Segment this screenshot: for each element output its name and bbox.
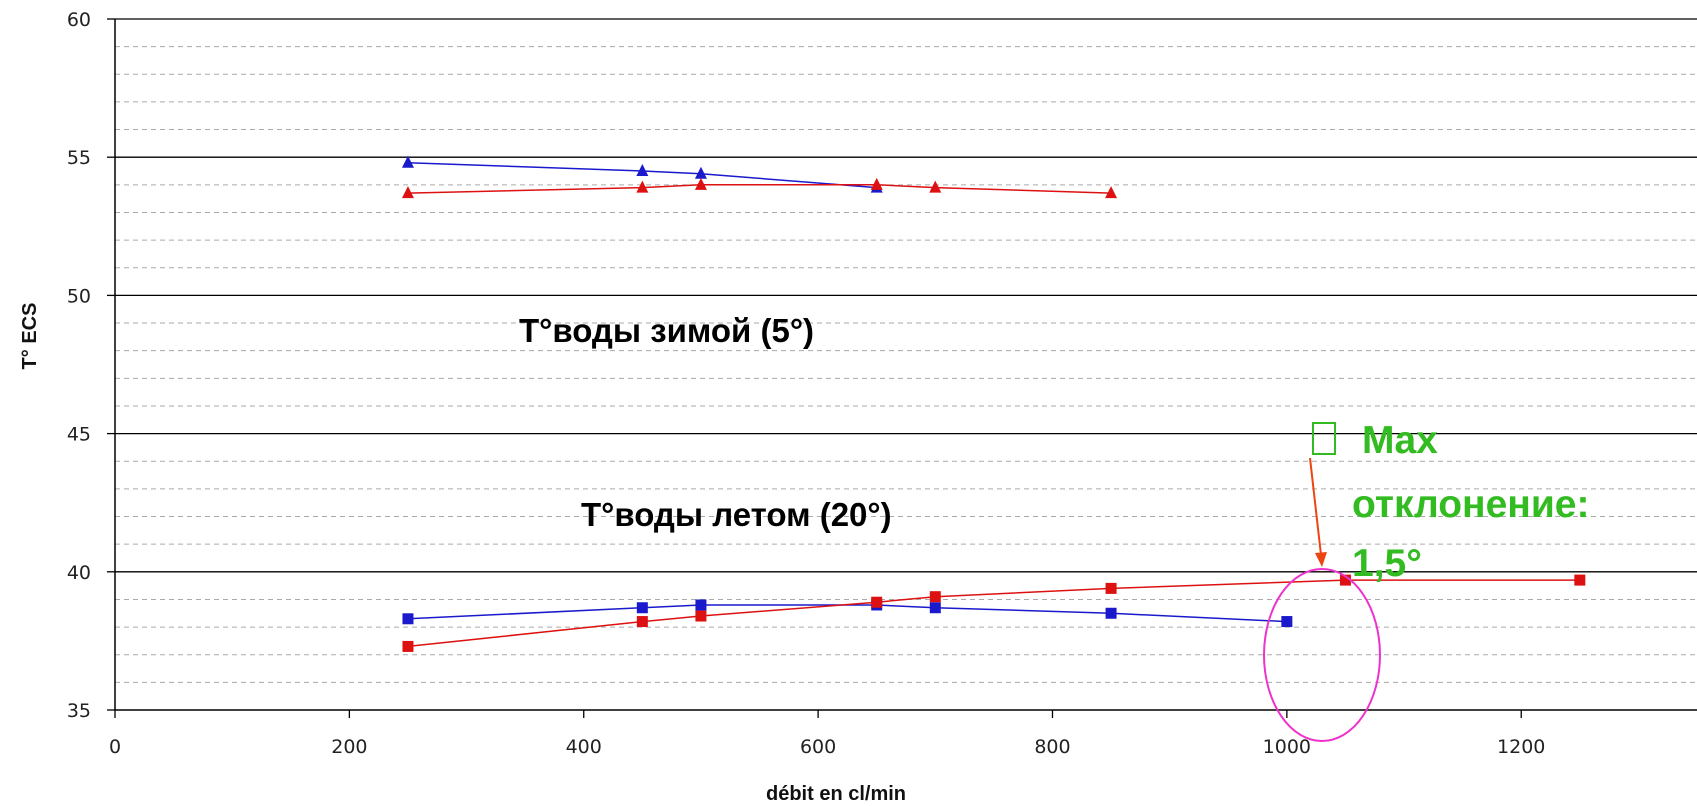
data-point-square [636,616,648,628]
data-point-square [695,599,707,611]
data-point-triangle [636,164,649,177]
data-point-square [402,613,414,625]
y-tick-label: 55 [67,147,91,169]
y-tick-label: 60 [67,9,91,31]
series-line-red-square [407,579,1580,648]
y-axis-title: T° ECS [19,303,41,370]
data-point-square [695,610,707,622]
series-line-red-triangle [407,184,1112,194]
x-tick-label: 400 [566,736,602,758]
x-tick-label: 1000 [1263,736,1311,758]
data-point-square [1105,582,1117,594]
y-tick-label: 35 [67,700,91,722]
data-point-square [1574,574,1586,586]
max-deviation-line-2: отклонение: [1352,483,1590,526]
data-point-triangle [1105,186,1118,199]
max-deviation-line-1: Max [1362,419,1438,462]
data-point-triangle [694,166,707,179]
max-deviation-line-3: 1,5° [1352,542,1422,585]
summer-annotation: T°воды летом (20°) [581,496,892,533]
data-point-square [871,596,883,608]
max-deviation-arrow [1309,457,1322,556]
max-deviation-circle [1263,568,1381,742]
data-point-square [1105,607,1117,619]
winter-annotation: T°воды зимой (5°) [519,312,814,349]
y-tick-label: 40 [67,562,91,584]
data-point-triangle [401,155,414,168]
series-layer [401,155,1586,652]
bullet-box-icon [1312,422,1336,455]
x-tick-label: 600 [800,736,836,758]
data-point-square [1281,616,1293,628]
data-point-triangle [929,180,942,193]
x-axis-title: débit en cl/min [766,783,906,805]
data-point-square [929,591,941,603]
y-tick-label: 50 [67,285,91,307]
series-line-blue-square [407,604,1287,623]
x-tick-label: 1200 [1497,736,1545,758]
x-tick-label: 0 [109,736,121,758]
grid [115,18,1697,683]
data-point-triangle [401,186,414,199]
max-deviation-arrowhead [1315,552,1327,567]
data-point-triangle [636,180,649,193]
series-line-blue-triangle [407,161,877,189]
data-point-square [1339,574,1351,586]
data-point-square [402,640,414,652]
x-tick-label: 200 [331,736,367,758]
y-tick-label: 45 [67,424,91,446]
x-tick-label: 800 [1034,736,1070,758]
data-point-triangle [870,177,883,190]
data-point-triangle [694,177,707,190]
data-point-square [929,602,941,614]
data-point-square [636,602,648,614]
